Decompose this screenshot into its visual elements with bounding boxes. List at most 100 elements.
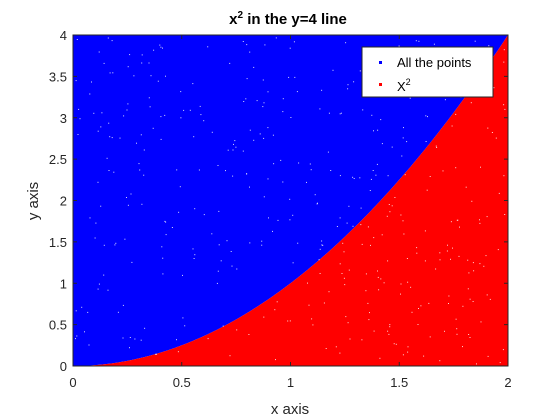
- point-gap: [341, 273, 343, 274]
- point-gap: [217, 165, 219, 166]
- point-gap: [100, 205, 102, 207]
- point-gap: [192, 83, 194, 85]
- point-gap: [381, 234, 383, 236]
- point-gap: [339, 113, 341, 115]
- point-gap: [296, 91, 298, 93]
- point-gap: [470, 102, 472, 104]
- point-gap: [465, 186, 467, 188]
- point-gap: [149, 106, 151, 108]
- point-gap: [235, 146, 237, 148]
- point-gap: [246, 44, 248, 46]
- point-gap: [140, 339, 142, 341]
- point-gap: [485, 255, 487, 257]
- point-gap: [439, 252, 441, 254]
- point-gap: [148, 62, 150, 64]
- point-gap: [373, 237, 375, 239]
- point-gap: [418, 308, 419, 309]
- point-gap: [373, 330, 375, 332]
- point-gap: [367, 302, 369, 304]
- point-gap: [498, 192, 500, 194]
- point-gap: [160, 138, 162, 140]
- point-gap: [483, 265, 485, 267]
- point-gap: [360, 207, 362, 209]
- point-gap: [230, 251, 232, 252]
- point-gap: [328, 112, 330, 114]
- point-gap: [450, 258, 451, 260]
- point-gap: [229, 62, 231, 64]
- point-gap: [343, 251, 345, 253]
- point-gap: [126, 197, 127, 198]
- point-gap: [455, 113, 457, 115]
- point-gap: [108, 122, 110, 124]
- point-gap: [335, 346, 337, 348]
- point-gap: [246, 173, 248, 175]
- point-gap: [316, 203, 318, 205]
- y-tick-label: 2: [60, 194, 67, 209]
- point-gap: [129, 337, 131, 338]
- series-x-squared-region: [73, 35, 508, 366]
- legend-label-x-squared-base: X: [397, 79, 406, 94]
- point-gap: [101, 112, 103, 114]
- point-gap: [263, 137, 265, 139]
- point-gap: [259, 133, 261, 135]
- x-tick-label: 0: [69, 375, 76, 390]
- point-gap: [267, 91, 269, 93]
- point-gap: [480, 166, 481, 168]
- point-gap: [389, 324, 391, 326]
- point-gap: [472, 262, 474, 264]
- point-gap: [353, 81, 355, 83]
- point-gap: [127, 66, 129, 68]
- point-gap: [226, 240, 228, 242]
- point-gap: [345, 42, 347, 44]
- point-gap: [138, 163, 140, 165]
- y-tick-label: 2.5: [49, 152, 67, 167]
- point-gap: [317, 202, 318, 204]
- point-gap: [131, 261, 133, 263]
- point-gap: [495, 137, 497, 139]
- point-gap: [282, 181, 284, 183]
- point-gaps: [75, 37, 506, 365]
- point-gap: [319, 273, 321, 274]
- point-gap: [75, 80, 77, 82]
- point-gap: [180, 91, 182, 93]
- point-gap: [267, 127, 269, 129]
- point-gap: [150, 75, 152, 77]
- point-gap: [97, 181, 99, 183]
- point-gap: [141, 203, 143, 205]
- point-gap: [77, 134, 79, 135]
- point-gap: [347, 88, 349, 90]
- y-axis: 0 0.5 1 1.5 2 2.5 3 3.5 4: [49, 28, 508, 374]
- y-tick-label: 3: [60, 111, 67, 126]
- point-gap: [325, 348, 327, 349]
- point-gap: [486, 294, 488, 296]
- point-gap: [248, 334, 250, 335]
- point-gap: [164, 220, 166, 222]
- point-gap: [152, 127, 154, 129]
- point-gap: [253, 66, 255, 68]
- point-gap: [275, 359, 276, 361]
- point-gap: [307, 282, 308, 284]
- point-gap: [122, 304, 124, 306]
- point-gap: [439, 360, 441, 362]
- point-gap: [243, 101, 245, 102]
- point-gap: [93, 112, 95, 114]
- point-gap: [141, 54, 143, 56]
- point-gap: [372, 170, 374, 171]
- point-gap: [339, 217, 341, 219]
- point-gap: [455, 318, 457, 320]
- point-gap: [246, 78, 248, 80]
- point-gap: [111, 137, 113, 139]
- point-gap: [160, 116, 162, 118]
- point-gap: [203, 120, 205, 122]
- point-gap: [75, 338, 76, 340]
- point-gap: [393, 343, 395, 345]
- point-gap: [318, 259, 320, 261]
- point-gap: [242, 41, 244, 42]
- point-gap: [282, 111, 284, 113]
- point-gap: [157, 80, 159, 82]
- point-gap: [415, 40, 417, 42]
- point-gap: [472, 301, 474, 302]
- point-gap: [249, 51, 251, 53]
- point-gap: [349, 338, 351, 340]
- legend-box: [361, 46, 494, 98]
